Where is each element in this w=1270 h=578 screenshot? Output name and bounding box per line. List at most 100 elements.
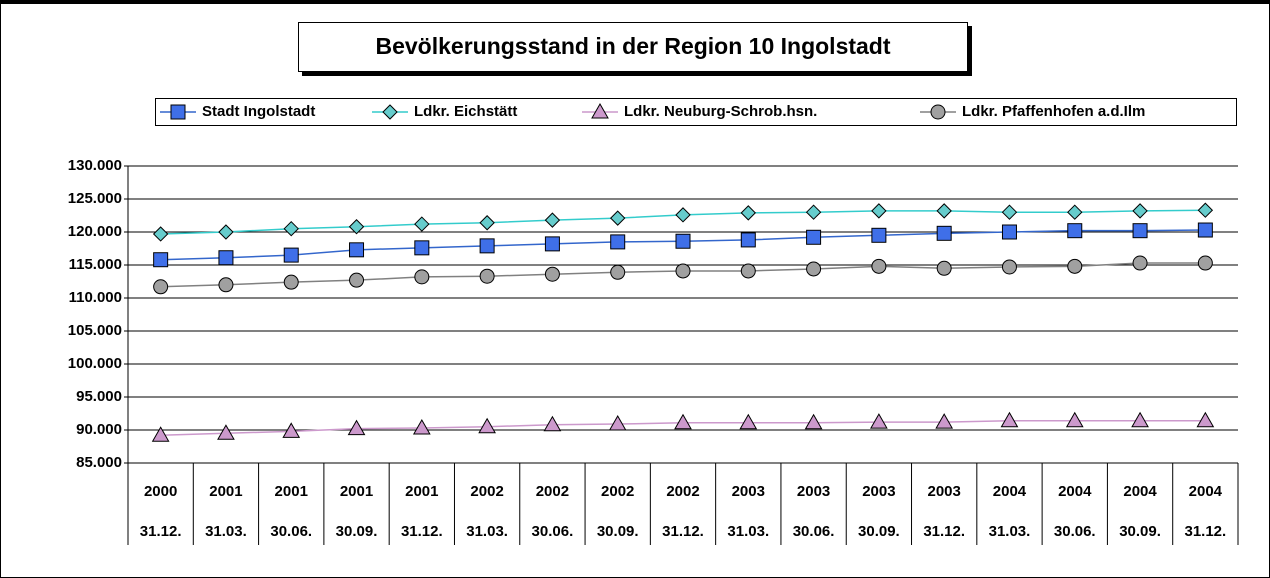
x-tick-label: 31.03. [727,523,769,540]
legend-marker [930,104,946,120]
marker [152,226,169,242]
legend-marker [591,102,609,119]
x-tick-label: 30.09. [597,523,639,540]
x-tick-group-label: 2002 [536,483,569,500]
x-tick-group-label: 2003 [927,483,960,500]
marker [871,258,887,274]
x-tick-group-label: 2002 [601,483,634,500]
marker [218,277,234,293]
marker [282,422,301,438]
marker [1132,223,1148,239]
x-tick-group-label: 2004 [1189,483,1223,500]
marker [1132,203,1148,219]
x-tick-label: 31.12. [662,523,704,540]
marker [218,250,234,266]
marker [740,205,757,221]
x-tick-label: 31.12. [923,523,965,540]
x-tick-label: 31.03. [989,523,1031,540]
marker [478,417,496,434]
x-tick-label: 30.06. [532,523,574,540]
marker [1132,255,1148,271]
marker [1067,223,1083,239]
y-tick-label: 120.000 [68,223,122,240]
marker [544,212,561,228]
marker [805,204,822,220]
marker [1067,204,1083,220]
legend-label: Ldkr. Pfaffenhofen a.d.Ilm [962,103,1145,120]
x-tick-group-label: 2000 [144,483,177,500]
marker [610,264,626,280]
marker [936,260,952,276]
x-tick-group-label: 2003 [862,483,895,500]
x-tick-label: 31.12. [140,523,182,540]
y-tick-label: 110.000 [69,289,122,306]
x-tick-group-label: 2001 [340,483,373,500]
y-tick-label: 130.000 [68,157,122,174]
x-tick-label: 30.06. [270,523,312,540]
y-tick-label: 100.000 [68,355,122,372]
y-tick-label: 125.000 [68,190,122,207]
marker [283,274,299,290]
marker [935,413,954,429]
marker [806,229,822,245]
marker [936,225,952,241]
marker [414,269,430,285]
marker [739,413,758,430]
marker [349,242,365,258]
marker [414,240,430,256]
x-tick-group-label: 2004 [993,483,1027,500]
legend-label: Ldkr. Neuburg-Schrob.hsn. [624,103,817,120]
marker [218,224,234,240]
marker [1131,411,1149,428]
marker [1197,222,1213,238]
marker [1001,224,1017,240]
legend-label: Stadt Ingolstadt [202,103,315,120]
marker [1065,411,1084,428]
x-tick-group-label: 2001 [405,483,438,500]
x-tick-label: 31.12. [401,523,443,540]
x-tick-label: 30.09. [1119,523,1161,540]
x-tick-group-label: 2004 [1058,483,1092,500]
marker [675,263,691,279]
marker [675,207,691,223]
x-tick-group-label: 2002 [470,483,503,500]
marker [870,413,888,429]
marker [675,233,691,249]
y-tick-label: 115.000 [69,256,122,273]
legend-box [155,98,1237,126]
marker [1197,202,1214,218]
marker [151,426,170,442]
legend-label: Ldkr. Eichstätt [414,103,517,120]
x-tick-group-label: 2001 [209,483,242,500]
marker [217,424,235,440]
marker [804,413,823,430]
x-tick-label: 30.06. [793,523,835,540]
marker [1001,204,1018,220]
x-tick-group-label: 2003 [797,483,830,500]
marker [1197,255,1213,271]
marker [740,263,756,279]
marker [153,279,169,295]
marker [608,415,627,431]
x-tick-group-label: 2003 [732,483,765,500]
legend-marker [382,104,398,120]
y-tick-label: 85.000 [76,454,122,471]
marker [347,419,366,436]
marker [349,272,365,288]
marker [1001,259,1017,275]
marker [543,415,562,432]
marker [479,215,495,231]
x-tick-label: 31.03. [205,523,247,540]
marker [936,203,952,219]
marker [544,236,560,252]
x-tick-group-label: 2001 [275,483,308,500]
marker [610,234,626,250]
marker [871,203,887,219]
marker [283,247,299,263]
marker [153,252,169,268]
y-tick-label: 105.000 [68,322,122,339]
y-tick-label: 90.000 [76,421,122,438]
x-tick-label: 31.12. [1184,523,1226,540]
